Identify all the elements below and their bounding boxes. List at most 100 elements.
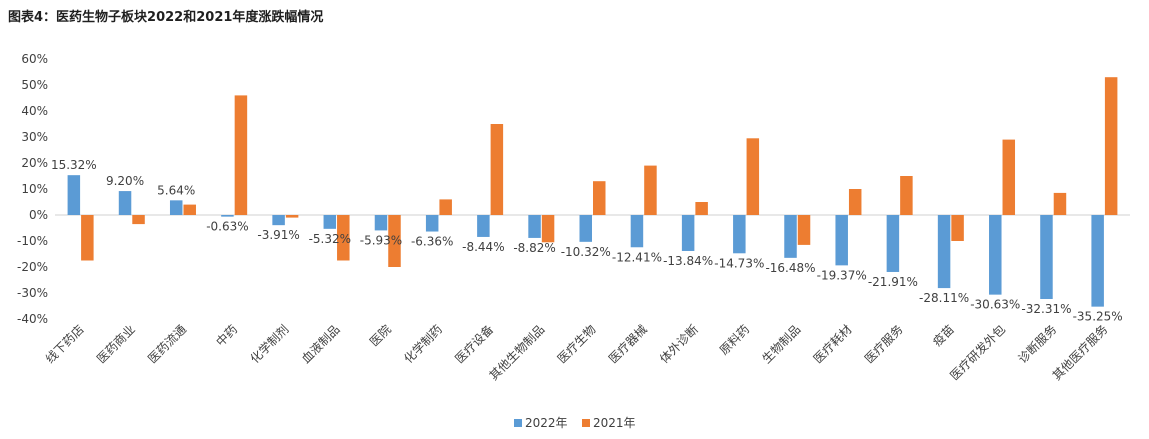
bar-2022	[989, 215, 1002, 295]
bar-2021	[695, 202, 708, 215]
data-label-2022: -14.73%	[714, 256, 764, 270]
bar-2021	[439, 199, 452, 215]
y-tick-label: 50%	[21, 78, 48, 92]
bar-2022	[477, 215, 490, 237]
data-label-2022: 15.32%	[51, 158, 97, 172]
bars-group	[67, 77, 1118, 307]
data-label-2022: -3.91%	[257, 228, 299, 242]
category-label: 生物制品	[760, 322, 804, 366]
bar-2022	[323, 215, 337, 229]
bar-2021	[1104, 77, 1118, 215]
legend-swatch	[582, 419, 590, 427]
bar-2022	[425, 215, 439, 232]
data-label-2022: -32.31%	[1021, 302, 1071, 316]
data-label-2022: -8.82%	[513, 241, 555, 255]
bar-2021	[234, 95, 248, 215]
y-tick-label: 30%	[21, 130, 48, 144]
data-label-2022: -30.63%	[970, 298, 1020, 312]
data-label-2022: 9.20%	[106, 174, 144, 188]
y-tick-label: -40%	[17, 312, 48, 326]
bar-2021	[337, 215, 350, 261]
data-label-2022: 5.64%	[157, 183, 195, 197]
y-tick-label: 20%	[21, 156, 48, 170]
category-label: 血液制品	[298, 322, 343, 367]
y-tick-label: -30%	[17, 286, 48, 300]
data-label-2022: -13.84%	[663, 254, 713, 268]
bar-2021	[848, 189, 862, 215]
data-label-2022: -8.44%	[462, 240, 504, 254]
category-label: 医疗研发外包	[947, 322, 1009, 384]
legend: 2022年 2021年	[514, 416, 636, 430]
category-label: 体外诊断	[656, 322, 701, 367]
category-label: 线下药店	[43, 322, 87, 366]
bar-2022	[1040, 215, 1053, 300]
data-label-2022: -16.48%	[765, 261, 815, 275]
data-label-2022: -19.37%	[817, 268, 867, 282]
bar-2022	[67, 175, 81, 215]
bar-2021	[490, 124, 504, 215]
bar-2021	[644, 165, 657, 215]
data-label-2022: -0.63%	[206, 220, 248, 234]
category-label: 其他医疗服务	[1049, 322, 1111, 384]
bar-2022	[272, 215, 285, 226]
bar-2022	[374, 215, 388, 231]
bar-2021	[1002, 139, 1016, 215]
bar-2021	[900, 176, 913, 215]
bar-2021	[285, 215, 299, 218]
bar-2021	[746, 138, 760, 215]
data-label-2022: -21.91%	[868, 275, 918, 289]
bar-2022	[1091, 215, 1104, 307]
bar-2022	[733, 215, 746, 254]
category-label: 医疗器械	[605, 322, 650, 367]
category-label: 医疗生物	[555, 322, 599, 366]
y-tick-label: 40%	[21, 104, 48, 118]
legend-label: 2022年	[525, 416, 568, 430]
bar-2022	[630, 215, 644, 248]
bar-2021	[183, 204, 196, 215]
bar-2021	[593, 181, 606, 215]
data-label-2022: -12.41%	[612, 250, 662, 264]
y-tick-label: 0%	[29, 208, 48, 222]
data-label-2022: -5.32%	[309, 232, 351, 246]
bar-2022	[784, 215, 797, 258]
y-tick-label: -10%	[17, 234, 48, 248]
category-label: 化学制剂	[247, 322, 292, 367]
category-label: 其他生物制品	[487, 322, 548, 383]
bar-2021	[81, 215, 94, 261]
bar-2021	[797, 215, 811, 245]
data-label-2022: -5.93%	[360, 233, 402, 247]
bar-2022	[169, 200, 183, 215]
category-label: 医疗服务	[861, 322, 906, 367]
y-tick-label: -20%	[17, 260, 48, 274]
bar-2022	[886, 215, 900, 272]
bar-2021	[541, 215, 555, 243]
category-label: 医疗耗材	[811, 322, 855, 366]
legend-swatch	[514, 419, 522, 427]
category-label: 医药流通	[145, 322, 189, 366]
category-label: 医院	[367, 322, 394, 349]
y-tick-label: 10%	[21, 182, 48, 196]
data-label-2022: -6.36%	[411, 235, 453, 249]
bar-2021	[388, 215, 401, 267]
category-label: 原料药	[717, 322, 752, 357]
category-label: 诊断服务	[1015, 322, 1060, 367]
bar-2022	[221, 215, 234, 217]
bar-2022	[528, 215, 541, 238]
y-tick-label: 60%	[21, 52, 48, 66]
bar-2022	[937, 215, 951, 289]
bar-2021	[1053, 192, 1067, 215]
bar-2021	[132, 215, 145, 225]
category-label: 医药商业	[93, 322, 138, 367]
category-label: 医疗设备	[452, 322, 496, 366]
data-label-2022: -10.32%	[561, 245, 611, 259]
category-label: 中药	[213, 322, 241, 350]
category-label: 化学制药	[400, 322, 445, 367]
bar-2022	[118, 191, 132, 215]
bar-2022	[579, 215, 592, 242]
chart-title: 图表4：医药生物子板块2022和2021年度涨跌幅情况	[8, 10, 324, 25]
bar-2022	[835, 215, 848, 266]
bar-2021	[951, 215, 964, 241]
bar-2022	[681, 215, 695, 251]
